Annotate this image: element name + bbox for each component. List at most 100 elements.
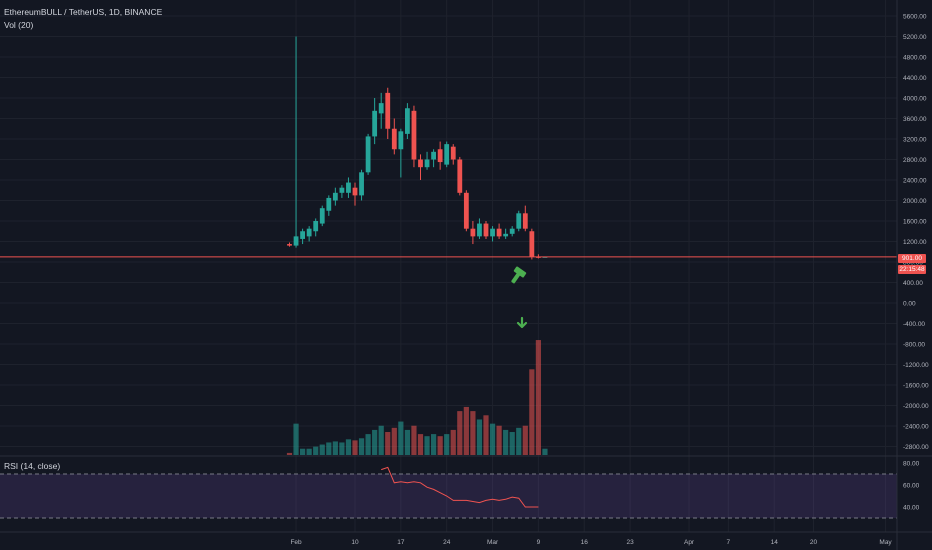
candle-body xyxy=(378,103,384,114)
price-tick-label: 2400.00 xyxy=(903,178,927,185)
price-tick-label: 800.00 xyxy=(903,260,923,267)
price-axis[interactable]: 5600.00 5200.00 4800.00 4400.00 4000.00 3600.… xyxy=(903,14,929,452)
candlestick-series xyxy=(287,36,548,260)
candle-body xyxy=(352,187,358,196)
volume-bar xyxy=(503,429,509,455)
volume-bar xyxy=(424,436,430,455)
volume-bar xyxy=(365,434,371,455)
volume-bar xyxy=(522,425,528,455)
rsi-band xyxy=(0,474,897,518)
countdown-tag: 22:15:48 xyxy=(898,265,926,274)
candle-body xyxy=(300,231,305,239)
time-tick-label: 9 xyxy=(537,539,541,546)
candle-body xyxy=(391,128,397,150)
candle-body xyxy=(483,223,489,237)
volume-bar xyxy=(358,438,365,455)
volume-bar xyxy=(411,425,417,455)
candle-body xyxy=(450,146,456,160)
rsi-axis[interactable]: 80.00 60.00 40.00 xyxy=(903,461,920,512)
candle-body xyxy=(313,221,319,232)
candle-body xyxy=(398,131,404,150)
time-axis[interactable]: Feb 10 17 24 Mar 9 16 23 Apr 7 14 20 May xyxy=(290,539,892,546)
candle-body xyxy=(496,228,502,237)
candle-body xyxy=(490,228,495,237)
volume-bar xyxy=(293,423,299,455)
volume-bar xyxy=(457,411,463,455)
volume-bar xyxy=(470,411,476,455)
time-tick-label: 7 xyxy=(727,539,731,546)
volume-bar xyxy=(286,452,293,455)
price-tick-label: 4800.00 xyxy=(903,55,927,62)
price-tick-label: 1600.00 xyxy=(903,219,927,226)
candle-body xyxy=(293,236,299,246)
arrow-down-icon xyxy=(516,316,528,329)
volume-bar xyxy=(352,440,358,455)
candle-body xyxy=(457,159,463,193)
volume-bar xyxy=(326,442,332,455)
candle-body xyxy=(529,231,535,257)
candle-body xyxy=(477,223,482,237)
candle-body xyxy=(470,228,476,237)
volume-indicator-label[interactable]: Vol (20) xyxy=(4,20,34,30)
volume-bar xyxy=(542,448,548,455)
time-tick-label: May xyxy=(879,539,892,546)
candle-body xyxy=(319,208,325,224)
time-tick-label: 14 xyxy=(771,539,779,546)
time-tick-label: 10 xyxy=(351,539,359,546)
rsi-tick-label: 60.00 xyxy=(903,483,920,490)
rsi-tick-label: 40.00 xyxy=(903,505,920,512)
volume-bar xyxy=(509,432,515,455)
volume-bar xyxy=(476,419,483,455)
price-tick-label: 400.00 xyxy=(903,280,923,287)
time-tick-label: Mar xyxy=(487,539,499,546)
time-tick-label: 20 xyxy=(810,539,818,546)
candle-body xyxy=(359,172,364,196)
volume-bar xyxy=(496,425,502,455)
candle-body xyxy=(418,159,423,168)
candle-body xyxy=(405,108,410,134)
price-tick-label: -800.00 xyxy=(903,342,925,349)
price-tick-label: 5600.00 xyxy=(903,14,927,21)
arrow-down-annotation xyxy=(516,316,528,329)
candle-body xyxy=(503,233,509,237)
time-tick-label: Feb xyxy=(290,539,302,546)
candle-body xyxy=(463,192,469,229)
volume-bar xyxy=(444,434,450,455)
current-price-tag: 901.00 xyxy=(898,254,926,263)
volume-bar xyxy=(398,421,404,455)
volume-bar xyxy=(404,429,410,455)
time-tick-label: 17 xyxy=(397,539,405,546)
volume-bar xyxy=(450,429,456,455)
candle-body xyxy=(424,159,430,168)
symbol-title[interactable]: EthereumBULL / TetherUS, 1D, BINANCE xyxy=(4,7,163,17)
volume-bar xyxy=(489,423,496,455)
price-tick-label: -1600.00 xyxy=(903,383,929,390)
candle-body xyxy=(444,144,450,165)
volume-bar xyxy=(437,436,443,455)
candle-body xyxy=(437,149,443,163)
price-tick-label: 3200.00 xyxy=(903,137,927,144)
hammer-annotation xyxy=(511,266,527,284)
price-tick-label: 1200.00 xyxy=(903,239,927,246)
price-tick-label: 2000.00 xyxy=(903,198,927,205)
volume-bar xyxy=(516,427,522,455)
rsi-series xyxy=(0,466,897,519)
candle-body xyxy=(365,136,371,173)
price-tick-label: -1200.00 xyxy=(903,362,929,369)
rsi-indicator-label[interactable]: RSI (14, close) xyxy=(4,461,61,471)
time-tick-label: 16 xyxy=(581,539,589,546)
volume-bar xyxy=(372,429,378,455)
candle-body xyxy=(522,213,528,229)
rsi-tick-label: 80.00 xyxy=(903,461,920,468)
candle-body xyxy=(411,110,417,160)
volume-bar xyxy=(535,340,541,455)
time-tick-label: 24 xyxy=(443,539,451,546)
volume-bar xyxy=(483,415,489,455)
candle-body xyxy=(332,192,338,201)
hammer-head xyxy=(513,266,527,278)
price-tick-label: 5200.00 xyxy=(903,34,927,41)
time-tick-label: Apr xyxy=(684,539,695,546)
candle-body xyxy=(372,110,378,137)
candle-body xyxy=(306,228,312,237)
